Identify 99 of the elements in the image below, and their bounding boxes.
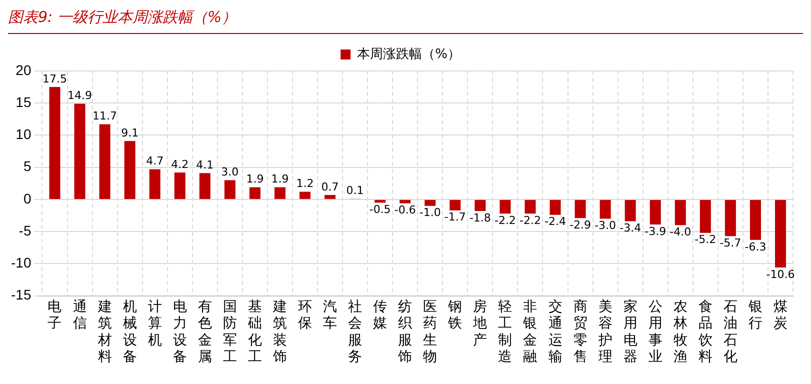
bar xyxy=(174,172,186,199)
y-tick-label: -5 xyxy=(18,222,32,238)
bar xyxy=(424,200,436,206)
bar xyxy=(49,87,60,199)
x-tick-label: 非银金融 xyxy=(522,298,538,366)
x-tick-label: 房地产 xyxy=(472,298,488,348)
bar xyxy=(550,200,561,215)
x-tick-label: 交通运输 xyxy=(548,298,562,366)
x-tick-label: 石油石化 xyxy=(723,298,738,366)
data-label: 1.9 xyxy=(271,172,289,186)
x-tick-label: 有色金属 xyxy=(198,298,212,366)
bar xyxy=(199,173,210,199)
y-tick-label: -10 xyxy=(11,254,32,271)
bar xyxy=(524,200,536,214)
bar xyxy=(574,200,586,218)
y-tick-label: 5 xyxy=(23,158,32,174)
x-tick-label: 煤炭 xyxy=(773,298,788,332)
bar xyxy=(374,200,386,203)
data-label: -1.0 xyxy=(419,206,441,220)
x-tick-label: 计算机 xyxy=(148,298,162,348)
bar xyxy=(124,141,136,199)
y-tick-label: -15 xyxy=(11,286,32,303)
data-label: -6.3 xyxy=(744,240,766,254)
data-label: -2.2 xyxy=(520,214,541,227)
data-label: -4.0 xyxy=(670,226,692,239)
data-label: 4.2 xyxy=(171,158,189,171)
x-tick-label: 机械设备 xyxy=(122,298,137,366)
bar xyxy=(600,200,611,219)
x-tick-label: 电子 xyxy=(48,298,62,332)
data-label: 1.2 xyxy=(296,177,314,190)
bar xyxy=(624,200,636,222)
data-label: 14.9 xyxy=(68,89,92,102)
legend-label: 本周涨跌幅（%） xyxy=(357,46,460,62)
data-label: -2.4 xyxy=(544,215,566,228)
x-tick-label: 传媒 xyxy=(373,298,388,332)
data-label: -3.9 xyxy=(644,224,666,238)
bar xyxy=(500,200,511,214)
x-tick-label: 商贸零售 xyxy=(573,298,588,366)
x-tick-label: 汽车 xyxy=(323,298,338,332)
data-label: -1.7 xyxy=(444,210,466,224)
y-tick-label: 15 xyxy=(16,94,32,110)
bar xyxy=(149,169,160,199)
x-tick-label: 环保 xyxy=(298,298,312,332)
bar xyxy=(650,200,661,225)
bar xyxy=(450,200,461,210)
x-tick-label: 国防军工 xyxy=(222,298,237,366)
bar xyxy=(299,192,311,199)
x-tick-label: 公用事业 xyxy=(648,298,662,366)
y-tick-label: 20 xyxy=(16,62,32,78)
x-tick-label: 食品饮料 xyxy=(697,298,712,366)
bar xyxy=(274,187,286,199)
data-label: 4.7 xyxy=(146,154,164,168)
x-tick-label: 建筑材料 xyxy=(96,298,112,366)
x-tick-label: 农林牧渔 xyxy=(672,298,688,366)
data-label: 0.1 xyxy=(346,184,364,198)
x-tick-label: 钢铁 xyxy=(447,298,462,332)
bar xyxy=(249,187,260,199)
y-tick-label: 10 xyxy=(16,126,32,142)
data-label: -3.0 xyxy=(594,219,616,232)
x-tick-label: 电力设备 xyxy=(172,298,187,366)
x-tick-label: 家用电器 xyxy=(623,298,638,366)
data-label: 1.9 xyxy=(246,172,264,186)
data-label: -2.9 xyxy=(570,218,592,232)
bar xyxy=(324,194,336,199)
x-tick-label: 基础化工 xyxy=(246,298,262,366)
y-tick-label: 0 xyxy=(23,190,32,206)
data-label: 4.1 xyxy=(196,158,214,172)
bar xyxy=(99,124,110,199)
bar xyxy=(750,200,761,240)
x-tick-label: 通信 xyxy=(72,298,87,332)
bar xyxy=(474,200,486,212)
data-label: 9.1 xyxy=(121,126,139,140)
bar xyxy=(774,200,786,268)
data-label: -2.2 xyxy=(494,214,516,227)
bar xyxy=(74,104,86,199)
x-tick-label: 建筑装饰 xyxy=(272,298,287,366)
x-tick-label: 轻工制造 xyxy=(498,298,512,366)
x-tick-label: 美容护理 xyxy=(597,298,612,366)
data-label: 11.7 xyxy=(92,110,118,123)
bar xyxy=(674,200,686,226)
bar xyxy=(224,180,236,199)
bar xyxy=(724,200,736,236)
data-label: 3.0 xyxy=(221,166,239,179)
data-label: -1.8 xyxy=(469,211,491,224)
x-tick-label: 银行 xyxy=(747,298,762,332)
data-label: -0.5 xyxy=(369,203,391,216)
data-label: -10.6 xyxy=(766,268,795,281)
data-label: -3.4 xyxy=(620,222,642,235)
x-tick-label: 医药生物 xyxy=(423,298,438,366)
x-tick-label: 社会服务 xyxy=(348,298,362,366)
x-tick-label: 纺织服饰 xyxy=(397,298,412,366)
bar xyxy=(400,200,411,204)
data-label: -0.6 xyxy=(394,204,416,217)
data-label: -5.2 xyxy=(694,233,716,246)
chart-title: 图表9: 一级行业本周涨跌幅（%） xyxy=(8,8,803,34)
data-label: 0.7 xyxy=(321,180,339,194)
data-label: 17.5 xyxy=(42,72,67,86)
bar xyxy=(700,200,711,233)
data-label: -5.7 xyxy=(720,236,742,250)
